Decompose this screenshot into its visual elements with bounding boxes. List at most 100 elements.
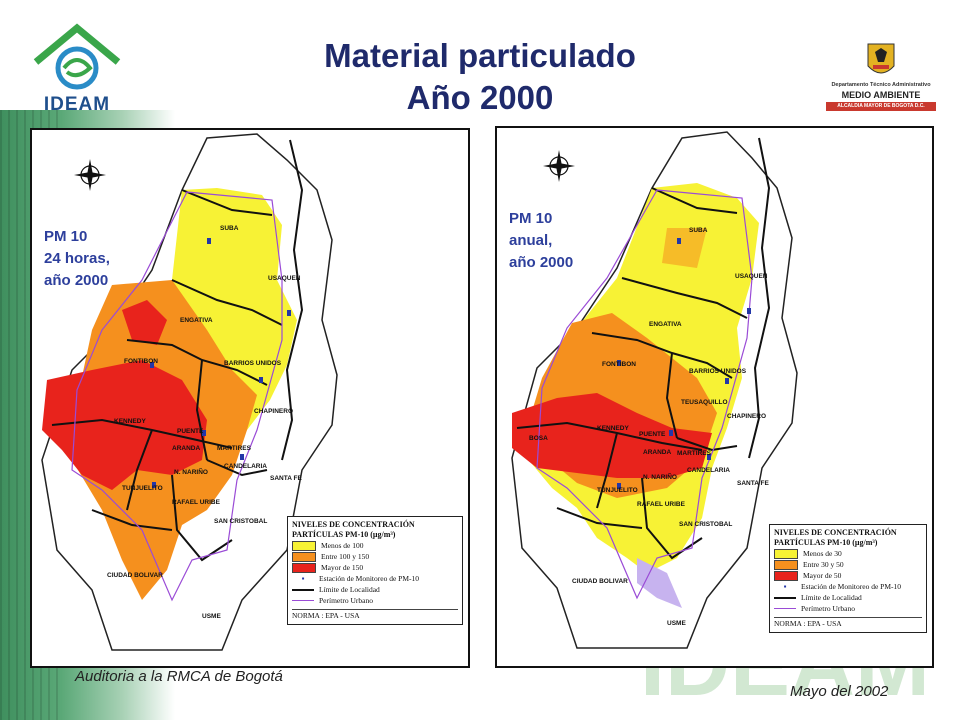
locality-label: SANTA FE: [270, 475, 302, 482]
legend-item: ▪ Estación de Monitoreo de PM-10: [774, 581, 922, 592]
locality-label: RAFAEL URIBE: [172, 499, 221, 506]
locality-label: ARANDA: [172, 445, 200, 452]
map-left-label: PM 10 24 horas, año 2000: [44, 226, 110, 292]
eastern-boundary: [748, 137, 771, 459]
ma-alcaldia-text: ALCALDIA MAYOR DE BOGOTA D.C.: [826, 102, 936, 111]
footer-left-text: Auditoria a la RMCA de Bogotá: [75, 668, 283, 685]
station-icon: ▪: [783, 582, 787, 591]
legend-swatch: [292, 562, 316, 573]
north-arrow-icon: [74, 159, 106, 191]
slide-title-line2: Año 2000: [406, 79, 554, 116]
ma-department-text: Departamento Técnico Administrativo: [831, 82, 931, 88]
eastern-boundary: [281, 139, 304, 461]
locality-label: FONTIBON: [602, 361, 636, 368]
legend-norma: NORMA : EPA - USA: [292, 609, 458, 621]
locality-label: SUBA: [689, 227, 708, 234]
legend-subtitle: PARTÍCULAS PM-10 (µg/m³): [292, 530, 396, 539]
locality-labels: SUBA USAQUEN ENGATIVA FONTIBON BARRIOS U…: [529, 227, 769, 627]
locality-label: CANDELARIA: [224, 463, 267, 470]
map-pm10-24h: SUBA USAQUEN ENGATIVA FONTIBON BARRIOS U…: [30, 128, 470, 668]
locality-label: USME: [202, 613, 221, 620]
map-pm10-annual: SUBA USAQUEN ENGATIVA FONTIBON BARRIOS U…: [495, 126, 934, 668]
station-icon: ▪: [301, 574, 305, 583]
legend-title: NIVELES DE CONCENTRACIÓN: [774, 528, 897, 537]
legend-item: Mayor de 50: [774, 570, 922, 581]
locality-label: TUNJUELITO: [597, 487, 638, 494]
legend-item: Menos de 30: [774, 548, 922, 559]
map-right-svg: SUBA USAQUEN ENGATIVA FONTIBON BARRIOS U…: [511, 131, 798, 649]
legend-subtitle: PARTÍCULAS PM-10 (µg/m³): [774, 538, 878, 547]
legend-swatch: [774, 559, 798, 570]
slide-title-line1: Material particulado: [324, 37, 636, 74]
map-right-label-line: año 2000: [509, 254, 574, 271]
urban-perimeter: [71, 191, 283, 602]
locality-label: SAN CRISTOBAL: [214, 518, 267, 525]
limit-line-icon: [774, 596, 796, 599]
locality-label: SAN CRISTOBAL: [679, 521, 732, 528]
locality-label: MARTIRES: [217, 445, 252, 452]
locality-label: ENGATIVA: [180, 317, 213, 324]
legend-item: Entre 100 y 150: [292, 551, 458, 562]
legend-item: Límite de Localidad: [774, 592, 922, 603]
locality-label: TUNJUELITO: [122, 485, 163, 492]
locality-boundaries: [51, 189, 283, 562]
legend-item: Perímetro Urbano: [774, 603, 922, 614]
locality-label: ENGATIVA: [649, 321, 682, 328]
locality-label: BARRIOS UNIDOS: [224, 360, 282, 367]
legend-item: ▪ Estación de Monitoreo de PM-10: [292, 573, 458, 584]
north-arrow-icon: [543, 150, 575, 182]
locality-label: KENNEDY: [114, 418, 146, 425]
legend-swatch: [292, 551, 316, 562]
locality-label: CIUDAD BOLIVAR: [572, 578, 628, 585]
locality-label: USAQUEN: [735, 273, 768, 280]
locality-label: CHAPINERO: [254, 408, 293, 415]
locality-label: N. NARIÑO: [174, 467, 208, 476]
locality-label: SUBA: [220, 225, 239, 232]
zone-red-north: [122, 300, 167, 345]
station-markers: [150, 238, 291, 488]
legend-norma: NORMA : EPA - USA: [774, 617, 922, 629]
locality-label: BARRIOS UNIDOS: [689, 368, 747, 375]
locality-label: CANDELARIA: [687, 467, 730, 474]
locality-label: TEUSAQUILLO: [681, 399, 728, 406]
ideam-logo: IDEAM: [22, 22, 132, 122]
map-left-label-line: año 2000: [44, 272, 109, 289]
locality-labels: SUBA USAQUEN ENGATIVA FONTIBON BARRIOS U…: [107, 225, 302, 620]
locality-label: CHAPINERO: [727, 413, 766, 420]
locality-label: N. NARIÑO: [643, 472, 677, 481]
locality-label: KENNEDY: [597, 425, 629, 432]
map-left-legend: NIVELES DE CONCENTRACIÓN PARTÍCULAS PM-1…: [287, 516, 463, 625]
ma-name-text: MEDIO AMBIENTE: [841, 90, 921, 100]
legend-item: Límite de Localidad: [292, 584, 458, 595]
legend-title: NIVELES DE CONCENTRACIÓN: [292, 520, 415, 529]
legend-item: Perímetro Urbano: [292, 595, 458, 606]
map-left-label-line: 24 horas,: [44, 250, 110, 267]
locality-label: RAFAEL URIBE: [637, 501, 686, 508]
ideam-logo-text: IDEAM: [43, 94, 111, 115]
locality-label: ARANDA: [643, 449, 671, 456]
locality-label: USAQUEN: [268, 275, 301, 282]
legend-item: Entre 30 y 50: [774, 559, 922, 570]
station-markers: [617, 238, 751, 489]
map-left-label-line: PM 10: [44, 228, 88, 245]
legend-swatch: [292, 540, 316, 551]
map-left-svg: SUBA USAQUEN ENGATIVA FONTIBON BARRIOS U…: [41, 133, 338, 651]
locality-label: BOSA: [529, 435, 548, 442]
locality-label: PUENTE: [177, 428, 204, 435]
locality-label: FONTIBON: [124, 358, 158, 365]
medio-ambiente-logo: Departamento Técnico Administrativo MEDI…: [826, 40, 936, 114]
locality-label: MARTIRES: [677, 450, 712, 457]
locality-label: USME: [667, 620, 686, 627]
locality-label: PUENTE: [639, 431, 666, 438]
legend-swatch: [774, 548, 798, 559]
locality-label: SANTA FE: [737, 480, 769, 487]
map-right-legend: NIVELES DE CONCENTRACIÓN PARTÍCULAS PM-1…: [769, 524, 927, 633]
perimeter-line-icon: [774, 608, 796, 609]
map-right-label-line: PM 10: [509, 210, 553, 227]
map-right-label: PM 10 anual, año 2000: [509, 208, 573, 274]
zone-lavender: [637, 558, 682, 608]
legend-item: Mayor de 150: [292, 562, 458, 573]
perimeter-line-icon: [292, 600, 314, 601]
legend-swatch: [774, 570, 798, 581]
zone-red: [512, 393, 712, 478]
